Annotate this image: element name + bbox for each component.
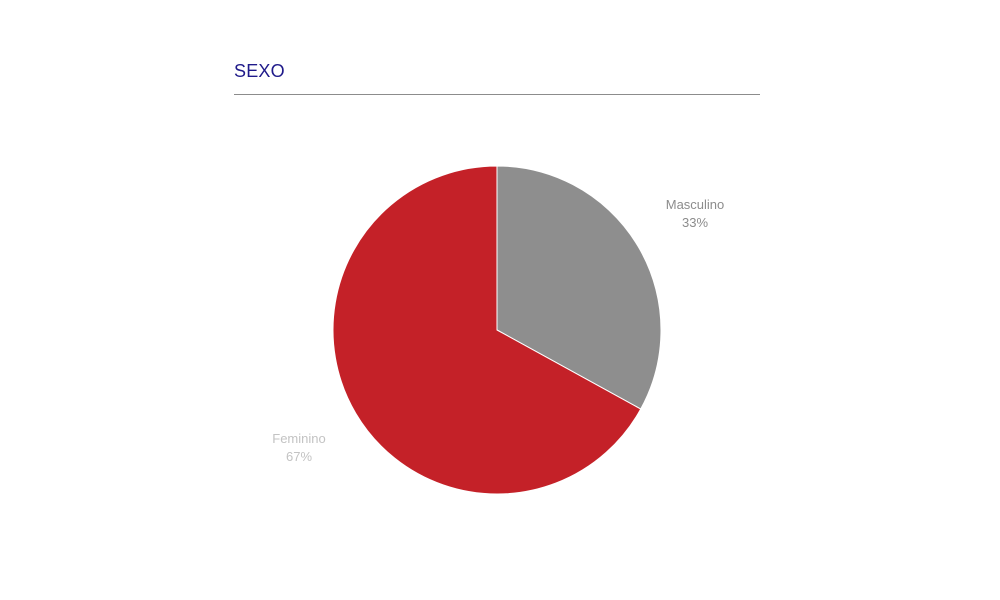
slice-percent-masculino: 33%	[682, 215, 708, 230]
chart-title: SEXO	[234, 61, 285, 81]
slice-label-feminino: Feminino	[272, 431, 325, 446]
slice-percent-feminino: 67%	[286, 449, 312, 464]
title-divider	[234, 94, 760, 95]
pie-slice-masculino[interactable]	[496, 165, 662, 410]
slice-label-masculino: Masculino	[666, 197, 725, 212]
pie-slice-feminino[interactable]	[332, 165, 642, 495]
